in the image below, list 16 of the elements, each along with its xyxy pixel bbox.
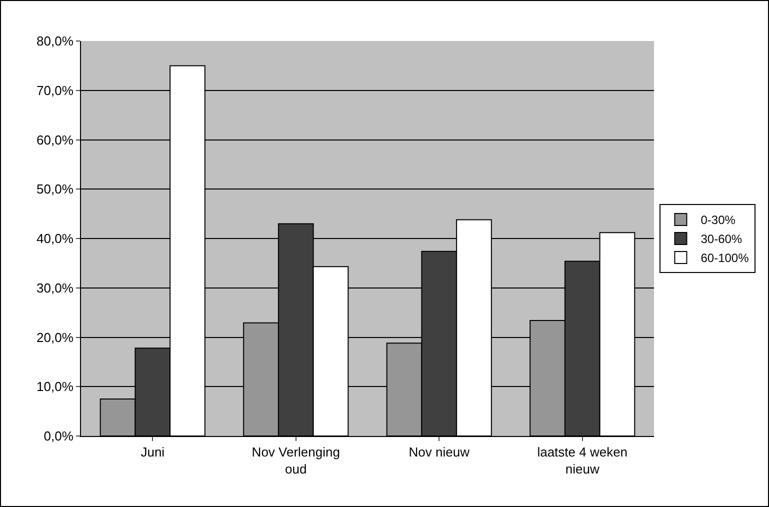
y-tick-label: 20,0% (36, 330, 74, 345)
legend-label: 60-100% (700, 251, 750, 266)
y-tick-label: 30,0% (36, 280, 74, 296)
y-tick-label: 80,0% (36, 34, 74, 49)
y-tick-label: 60,0% (36, 132, 74, 148)
y-tick-label: 10,0% (36, 379, 74, 394)
y-tick-label: 50,0% (36, 182, 74, 197)
y-tick-label: 40,0% (36, 231, 74, 246)
x-tick-label: Nov Verlenging oud (252, 444, 340, 476)
y-tick-label: 70,0% (36, 82, 74, 98)
x-tick-label: Nov nieuw (408, 444, 470, 460)
legend-label: 30-60% (700, 232, 742, 246)
legend-label: 0-30% (700, 213, 736, 228)
x-tick-label: laatste 4 weken nieuw (537, 444, 628, 476)
x-tick-label: Juni (140, 444, 165, 460)
y-tick-label: 0,0% (44, 428, 74, 444)
